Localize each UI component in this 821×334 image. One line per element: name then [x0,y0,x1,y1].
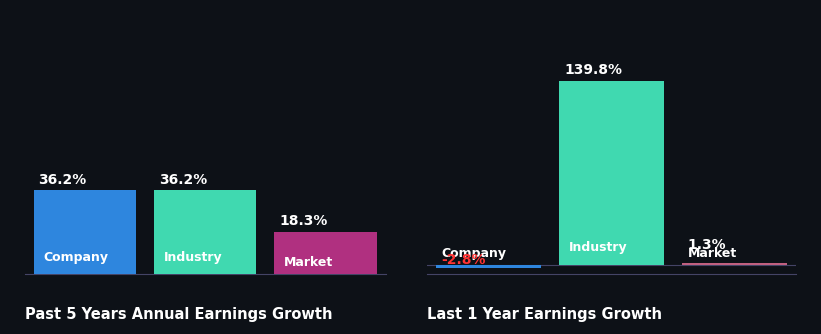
Text: Industry: Industry [163,251,222,264]
Bar [34,190,136,274]
Text: Industry: Industry [569,240,628,254]
Text: Market: Market [687,247,736,260]
Text: 1.3%: 1.3% [687,238,726,252]
Bar [436,265,541,268]
Bar [682,263,787,265]
Text: Company: Company [441,247,506,260]
Text: -2.8%: -2.8% [441,253,485,267]
Text: 36.2%: 36.2% [39,173,87,187]
Text: 18.3%: 18.3% [279,214,328,228]
Text: 139.8%: 139.8% [564,63,622,77]
Text: Last 1 Year Earnings Growth: Last 1 Year Earnings Growth [427,307,662,322]
Bar [274,232,377,274]
Text: Past 5 Years Annual Earnings Growth: Past 5 Years Annual Earnings Growth [25,307,333,322]
Text: Company: Company [44,251,108,264]
Bar [154,190,256,274]
Text: 36.2%: 36.2% [159,173,207,187]
Bar [559,80,664,265]
Text: Market: Market [284,256,333,269]
